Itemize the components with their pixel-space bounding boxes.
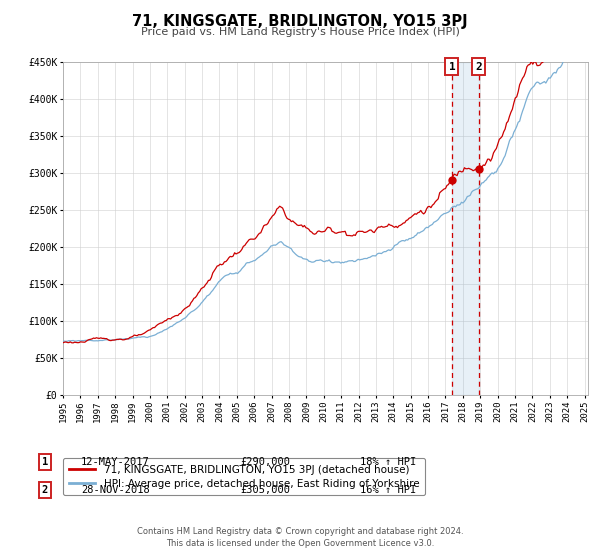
Text: 2: 2	[475, 62, 482, 72]
Text: 1: 1	[449, 62, 455, 72]
Text: 18% ↑ HPI: 18% ↑ HPI	[360, 457, 416, 467]
Legend: 71, KINGSGATE, BRIDLINGTON, YO15 3PJ (detached house), HPI: Average price, detac: 71, KINGSGATE, BRIDLINGTON, YO15 3PJ (de…	[63, 458, 425, 495]
Text: £290,000: £290,000	[240, 457, 290, 467]
Text: Contains HM Land Registry data © Crown copyright and database right 2024.
This d: Contains HM Land Registry data © Crown c…	[137, 527, 463, 548]
Text: £305,000: £305,000	[240, 485, 290, 495]
Text: Price paid vs. HM Land Registry's House Price Index (HPI): Price paid vs. HM Land Registry's House …	[140, 27, 460, 37]
Text: 16% ↑ HPI: 16% ↑ HPI	[360, 485, 416, 495]
Text: 28-NOV-2018: 28-NOV-2018	[81, 485, 150, 495]
Text: 1: 1	[42, 457, 48, 467]
Bar	[452, 62, 479, 395]
Text: 2: 2	[42, 485, 48, 495]
Text: 71, KINGSGATE, BRIDLINGTON, YO15 3PJ: 71, KINGSGATE, BRIDLINGTON, YO15 3PJ	[132, 14, 468, 29]
Text: 12-MAY-2017: 12-MAY-2017	[81, 457, 150, 467]
